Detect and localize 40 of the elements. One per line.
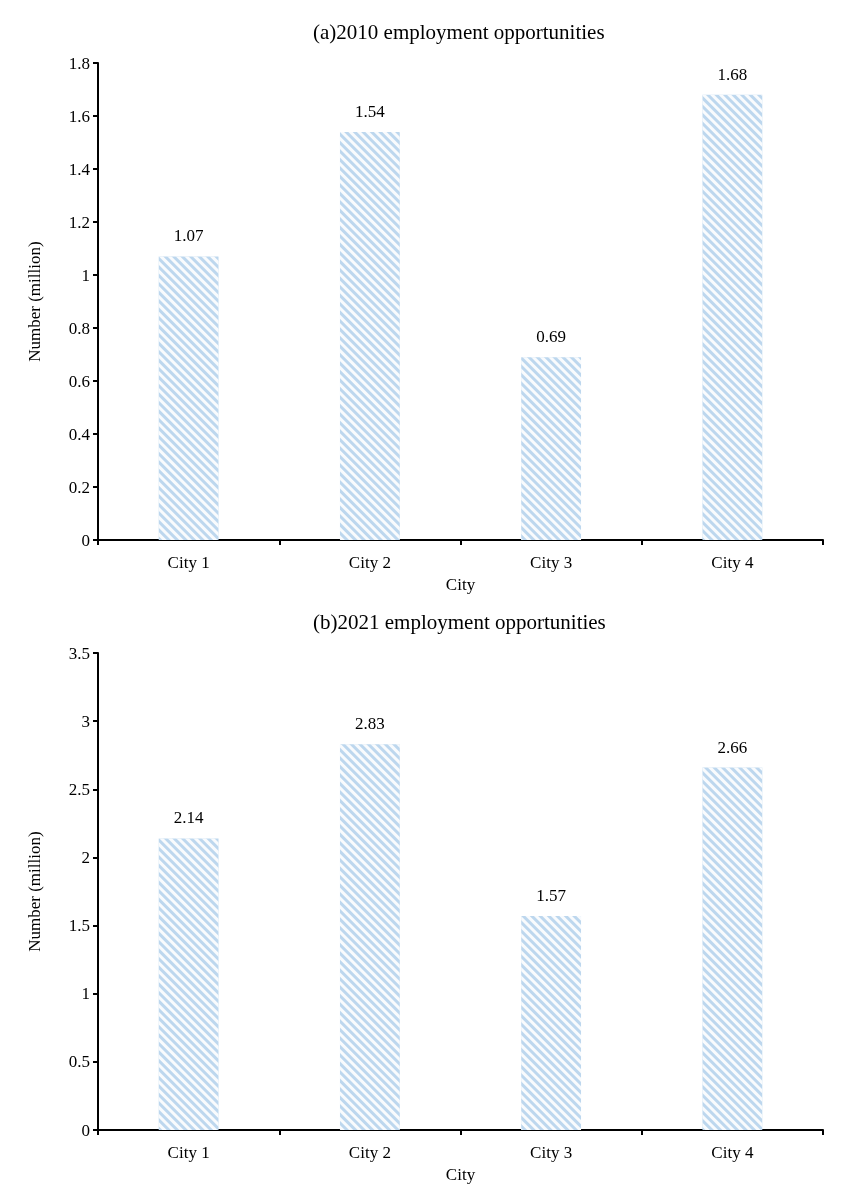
y-tick-label: 1.5 (68, 916, 90, 936)
x-tick-label: City 3 (530, 1143, 573, 1163)
y-tick-label: 1.8 (68, 53, 90, 73)
y-tick-label: 0 (81, 1120, 90, 1140)
x-tick-label: City 2 (348, 1143, 391, 1163)
y-tick-label: 0.4 (68, 424, 91, 444)
x-tick-label: City 4 (711, 1143, 754, 1163)
data-label: 1.07 (173, 226, 204, 246)
chart-title: (b)2021 employment opportunities (313, 609, 606, 634)
y-tick-label: 3 (81, 711, 90, 731)
y-tick-label: 1.6 (68, 106, 90, 126)
data-label: 2.83 (355, 714, 385, 734)
y-tick-label: 0 (81, 530, 90, 550)
y-tick-label: 3.5 (68, 643, 90, 663)
x-axis-title: City (445, 1165, 476, 1184)
y-tick-label: 1.4 (68, 159, 91, 179)
x-tick-label: City 4 (711, 553, 754, 573)
y-tick-label: 2 (81, 847, 90, 867)
y-tick-label: 0.6 (68, 371, 90, 391)
x-tick-label: City 2 (348, 553, 391, 573)
data-label: 2.14 (173, 808, 204, 828)
data-label: 1.57 (536, 886, 567, 906)
x-tick-label: City 3 (530, 553, 573, 573)
x-axis-title: City (445, 575, 476, 594)
x-tick-label: City 1 (167, 1143, 210, 1163)
y-tick-label: 0.8 (68, 318, 90, 338)
x-tick-label: City 1 (167, 553, 210, 573)
data-label: 1.68 (717, 64, 748, 84)
y-tick-label: 1.2 (68, 212, 90, 232)
chart-title: (a)2010 employment opportunities (313, 19, 605, 44)
data-label: 2.66 (717, 737, 748, 757)
y-tick-label: 2.5 (68, 779, 90, 799)
y-axis-title: Number (million) (25, 241, 44, 362)
y-tick-label: 1 (81, 984, 90, 1004)
y-tick-label: 0.2 (68, 477, 90, 497)
y-axis-title: Number (million) (25, 831, 44, 952)
data-label: 0.69 (536, 327, 566, 347)
y-tick-label: 1 (81, 265, 90, 285)
y-tick-label: 0.5 (68, 1052, 90, 1072)
data-label: 1.54 (355, 101, 386, 121)
